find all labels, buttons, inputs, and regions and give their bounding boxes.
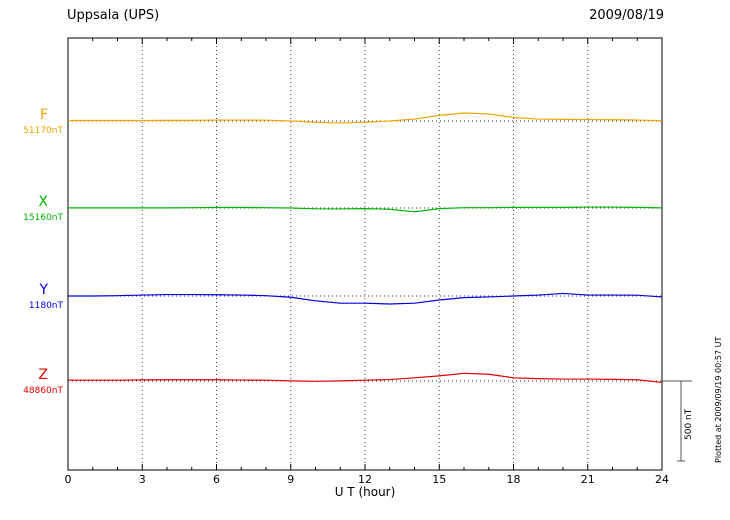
series-label-x: X [38,194,48,210]
trace-x [68,206,663,213]
series-baseline-x: 15160nT [23,213,63,223]
plot-date: 2009/08/19 [589,8,664,23]
x-tick-label: 0 [65,473,72,486]
station-title: Uppsala (UPS) [67,8,160,23]
series-label-f: F [39,107,48,123]
trace-f [68,112,663,124]
x-tick-label: 3 [139,473,146,486]
series-label-z: Z [38,367,48,383]
x-tick-label: 6 [213,473,220,486]
x-tick-label: 21 [581,473,595,486]
trace-z [68,372,663,384]
x-axis-label: U T (hour) [334,485,396,499]
scale-bar-label: 500 nT [684,408,694,440]
x-tick-label: 24 [655,473,669,486]
plotted-at-note: Plotted at 2009/09/19 00:57 UT [714,336,723,463]
x-tick-label: 15 [432,473,446,486]
series-label-y: Y [39,282,48,298]
x-tick-label: 12 [358,473,372,486]
x-tick-label: 9 [287,473,294,486]
series-baseline-f: 51170nT [23,126,63,136]
series-baseline-z: 48860nT [23,386,63,396]
series-baseline-y: 1180nT [28,301,63,311]
trace-y [68,292,663,305]
x-tick-label: 18 [507,473,521,486]
